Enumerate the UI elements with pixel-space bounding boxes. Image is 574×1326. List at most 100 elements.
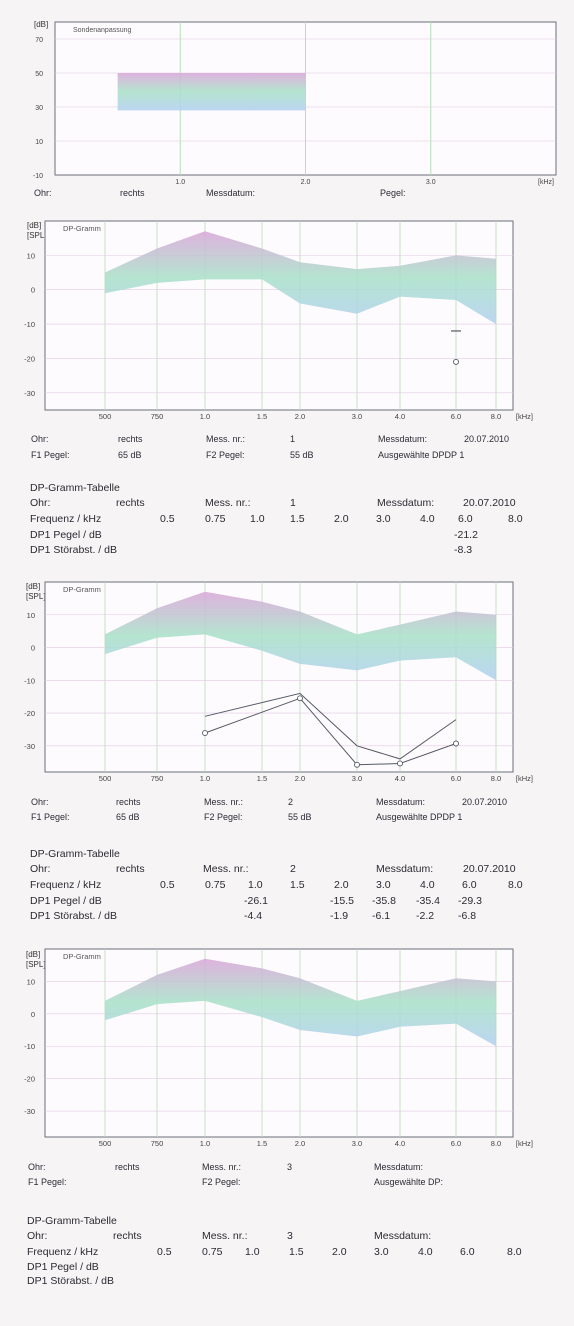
dp-gram-2-ear-label: Ohr: bbox=[31, 797, 49, 807]
dp-gram-2-table-date-value: 20.07.2010 bbox=[463, 863, 516, 875]
dp-gram-1-table-date-value: 20.07.2010 bbox=[463, 497, 516, 509]
x-tick-label: 6.0 bbox=[451, 412, 461, 421]
dp-series-point bbox=[354, 761, 360, 768]
x-tick-label: 3.0 bbox=[352, 412, 362, 421]
freq-cell: 6.0 bbox=[458, 513, 473, 525]
freq-cell: 6.0 bbox=[462, 879, 477, 891]
y-tick-label: 0 bbox=[31, 1010, 35, 1019]
normal-range-band bbox=[105, 231, 496, 325]
dp-gram-3-table-title: DP-Gramm-Tabelle bbox=[27, 1215, 117, 1227]
x-tick-label: 3.0 bbox=[352, 1139, 362, 1148]
freq-cell: 1.5 bbox=[290, 879, 305, 891]
dp-gram-2-ylabel-spl: [SPL] bbox=[26, 592, 46, 601]
dp-gram-1-f2-label: F2 Pegel: bbox=[206, 450, 245, 460]
freq-cell: 3.0 bbox=[374, 1246, 389, 1258]
dp1-level-cell: -29.3 bbox=[458, 895, 482, 907]
freq-cell: 0.5 bbox=[160, 879, 175, 891]
probe-fit-chart: Sondenanpassung 70 50 30 10 -10 1.0 2.0 3.0 [kHz] bbox=[33, 21, 557, 186]
x-tick-label: 2.0 bbox=[295, 774, 305, 783]
dp-gram-3-selected-dp: Ausgewählte DP: bbox=[374, 1177, 444, 1187]
freq-cell: 8.0 bbox=[507, 1246, 522, 1258]
dp1-level-cell: -21.2 bbox=[454, 529, 478, 541]
dp-series-point bbox=[297, 695, 303, 702]
chart-title: DP-Gramm bbox=[63, 952, 101, 961]
freq-cell: 1.5 bbox=[290, 513, 305, 525]
x-tick-label: 500 bbox=[99, 412, 112, 421]
freq-cell: 8.0 bbox=[508, 513, 523, 525]
x-tick-label: 3.0 bbox=[426, 179, 436, 186]
freq-cell: 6.0 bbox=[460, 1246, 475, 1258]
x-tick-label: 8.0 bbox=[491, 412, 501, 421]
dp1-snr-cell: -4.4 bbox=[244, 910, 263, 922]
dp-gram-1-ylabel-spl: [SPL] bbox=[27, 231, 47, 240]
freq-cell: 0.5 bbox=[157, 1246, 172, 1258]
dp-gram-1-table-dp1-label: DP1 Pegel / dB bbox=[30, 529, 102, 541]
x-tick-label: 2.0 bbox=[295, 412, 305, 421]
dp-series-point bbox=[202, 730, 208, 736]
dp-gram-2-table-snr-label: DP1 Störabst. / dB bbox=[30, 910, 117, 922]
freq-cell: 3.0 bbox=[376, 879, 391, 891]
x-tick-label: 750 bbox=[151, 412, 164, 421]
dp1-snr-cell: -6.8 bbox=[458, 910, 477, 922]
dp-gram-3-table-freq-label: Frequenz / kHz bbox=[27, 1246, 99, 1258]
dp-gram-2-table-ear-value: rechts bbox=[116, 863, 145, 875]
dp-gram-2-f2-value: 55 dB bbox=[288, 812, 312, 822]
x-tick-label: 8.0 bbox=[491, 1139, 501, 1148]
x-tick-label: 3.0 bbox=[352, 774, 362, 783]
dp-gram-2-ylabel: [dB] bbox=[26, 582, 41, 591]
freq-cell: 2.0 bbox=[334, 513, 349, 525]
x-tick-label: 1.5 bbox=[257, 412, 267, 421]
x-tick-label: 4.0 bbox=[395, 412, 405, 421]
freq-cell: 1.0 bbox=[248, 879, 263, 891]
y-tick-label: -10 bbox=[24, 320, 35, 329]
x-tick-label: 500 bbox=[99, 774, 112, 783]
dp-gram-2-table-dp1-label: DP1 Pegel / dB bbox=[30, 895, 102, 907]
dp-gram-1-table-ear-label: Ohr: bbox=[30, 497, 51, 509]
dp-gram-3-ylabel-spl: [SPL] bbox=[26, 960, 46, 969]
chart-title: Sondenanpassung bbox=[73, 27, 131, 34]
probe-fit-date-label: Messdatum: bbox=[206, 188, 256, 198]
chart-title: DP-Gramm bbox=[63, 585, 101, 594]
y-tick-label: 70 bbox=[35, 37, 43, 44]
y-tick-label: 0 bbox=[31, 644, 35, 653]
freq-cell: 4.0 bbox=[418, 1246, 433, 1258]
dp-gram-2-f2-label: F2 Pegel: bbox=[204, 812, 243, 822]
dp-gram-2-table-freq-label: Frequenz / kHz bbox=[30, 879, 102, 891]
dp-gram-3-messnr-value: 3 bbox=[287, 1162, 293, 1172]
x-tick-label: 2.0 bbox=[295, 1139, 305, 1148]
probe-fit-ylabel: [dB] bbox=[34, 20, 49, 29]
freq-cell: 0.75 bbox=[205, 513, 226, 525]
dp-gram-3-table-dp1-label: DP1 Pegel / dB bbox=[27, 1261, 99, 1273]
freq-cell: 1.5 bbox=[289, 1246, 304, 1258]
dp-gram-3-f2-label: F2 Pegel: bbox=[202, 1177, 241, 1187]
dp1-level-cell: -15.5 bbox=[330, 895, 354, 907]
dp-gram-1-selected-dp: Ausgewählte DPDP 1 bbox=[378, 450, 465, 460]
x-tick-label: 1.0 bbox=[175, 179, 185, 186]
dp-gram-1-messnr-value: 1 bbox=[290, 434, 296, 444]
y-tick-label: -30 bbox=[24, 1107, 35, 1116]
probe-fit-band bbox=[117, 73, 306, 111]
dp-gram-1-messnr-label: Mess. nr.: bbox=[206, 434, 246, 444]
dp-gram-2-table-messnr-value: 2 bbox=[290, 863, 296, 875]
dp-gram-3-messnr-label: Mess. nr.: bbox=[202, 1162, 242, 1172]
y-tick-label: 10 bbox=[27, 251, 35, 260]
x-tick-label: 6.0 bbox=[451, 774, 461, 783]
y-tick-label: 50 bbox=[35, 71, 43, 78]
x-tick-label: 2.0 bbox=[301, 179, 311, 186]
dp-gram-1-table-freq-label: Frequenz / kHz bbox=[30, 513, 102, 525]
dp-gram-2-selected-dp: Ausgewählte DPDP 1 bbox=[376, 812, 463, 822]
dp1-level-cell: -26.1 bbox=[244, 895, 268, 907]
y-tick-label: 10 bbox=[35, 139, 43, 146]
dp-gram-2-date-label: Messdatum: bbox=[376, 797, 426, 807]
dp-gram-3-table-snr-label: DP1 Störabst. / dB bbox=[27, 1275, 114, 1287]
dp-gram-1-chart: DP-Gramm 10 0 -10 -20 -30 500 750 1.0 1.5 2.0 3.0 4.… bbox=[24, 220, 533, 421]
dp-gram-1-f1-label: F1 Pegel: bbox=[31, 450, 70, 460]
y-tick-label: -10 bbox=[33, 173, 43, 180]
dp-gram-2-f1-label: F1 Pegel: bbox=[31, 812, 70, 822]
y-tick-label: -10 bbox=[24, 676, 35, 685]
dp-gram-1-table-snr-label: DP1 Störabst. / dB bbox=[30, 544, 117, 556]
probe-fit-level-label: Pegel: bbox=[380, 188, 406, 198]
x-tick-label: 750 bbox=[151, 1139, 164, 1148]
normal-range-band bbox=[105, 591, 496, 681]
freq-cell: 3.0 bbox=[376, 513, 391, 525]
